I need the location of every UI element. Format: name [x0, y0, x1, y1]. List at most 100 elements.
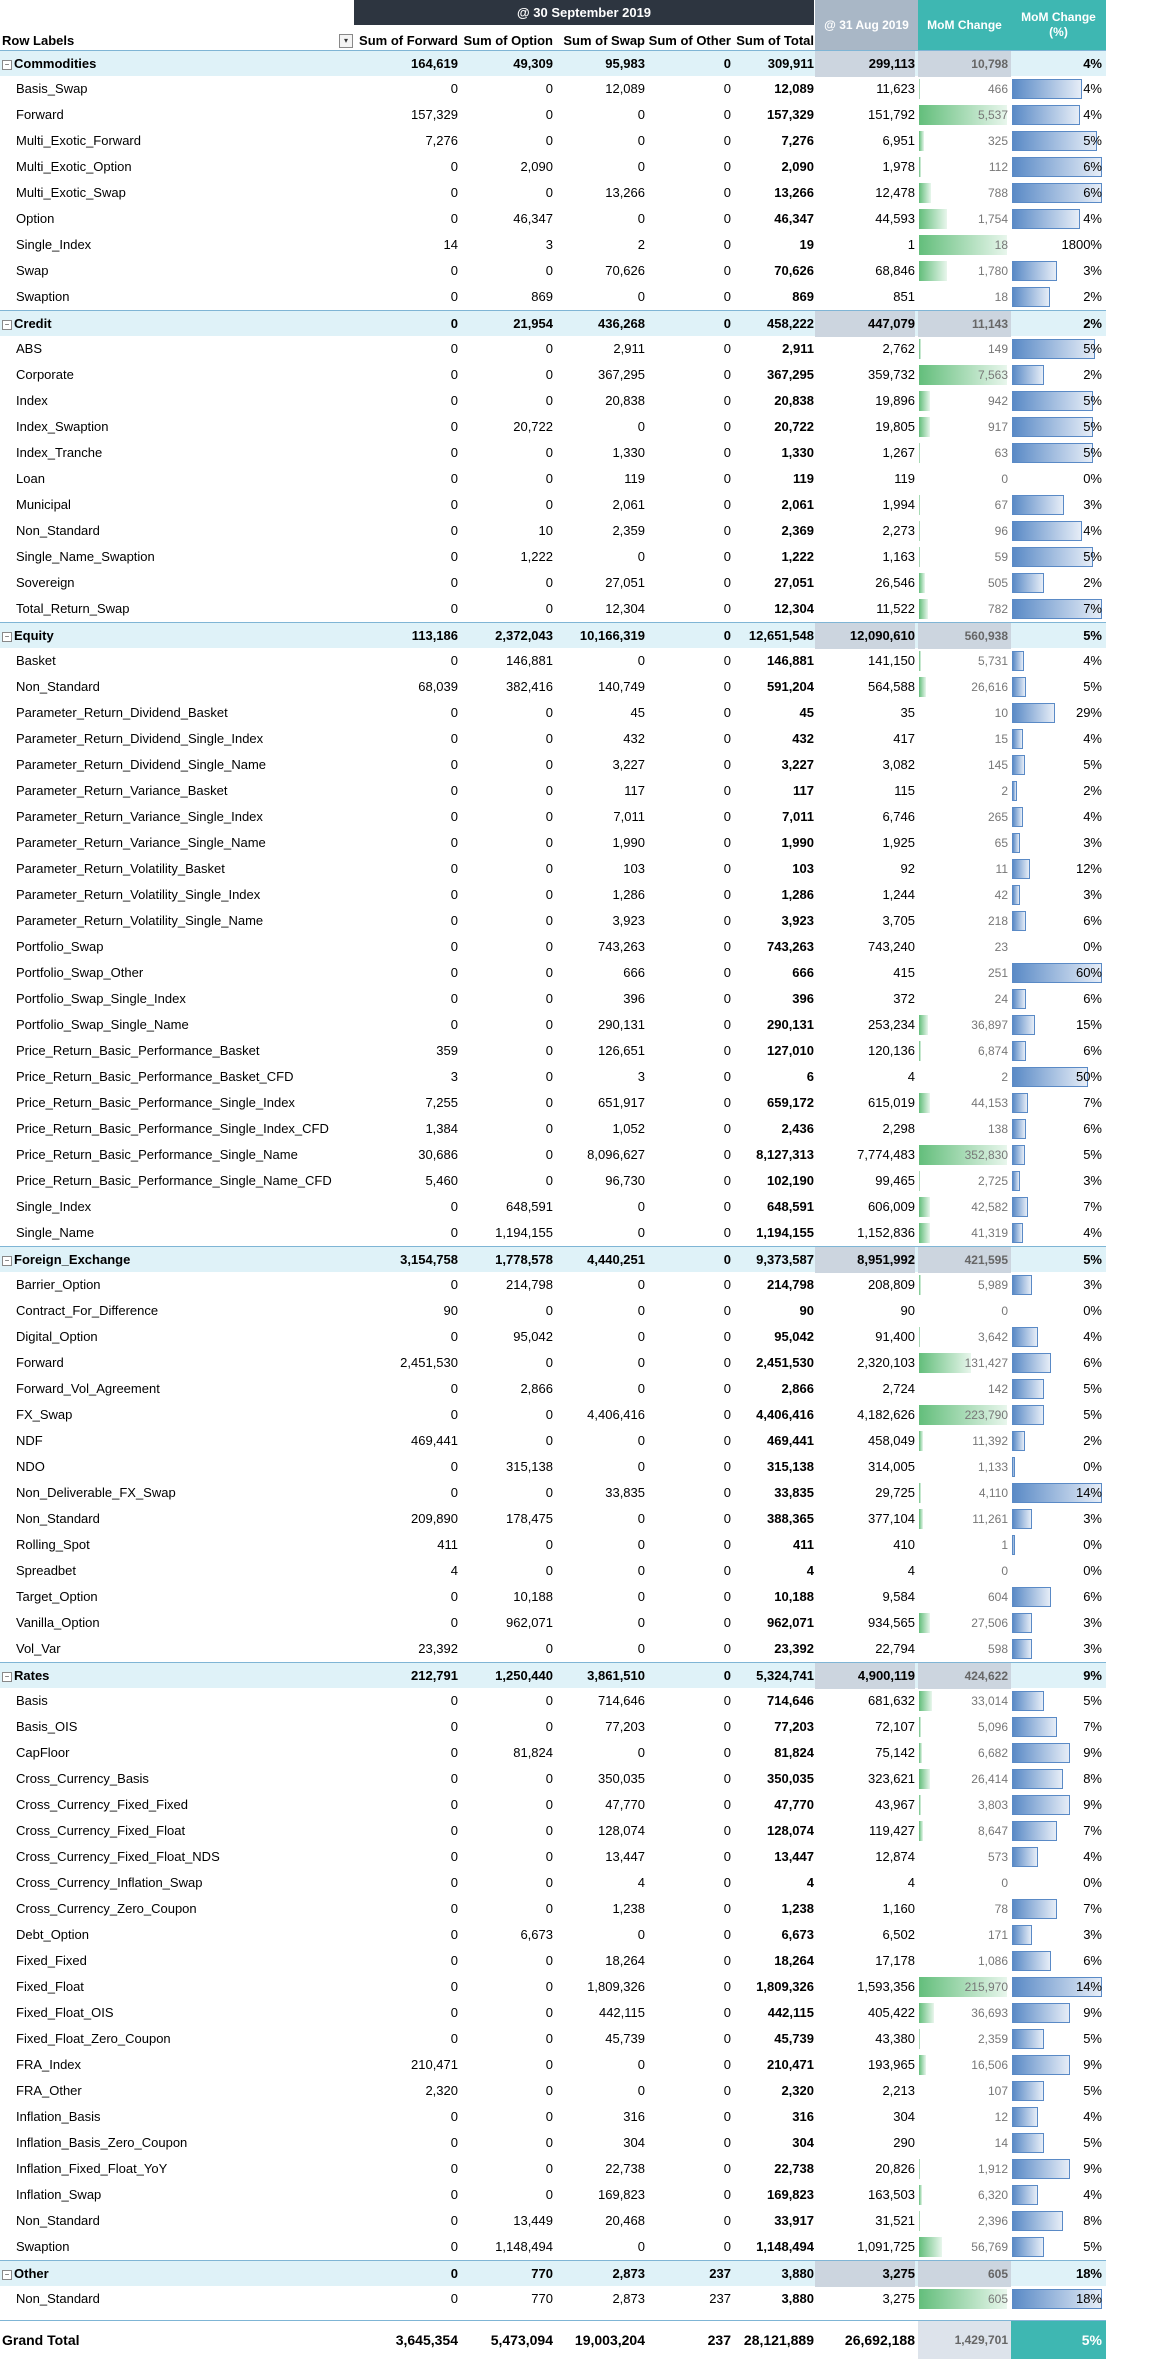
- cell-other: 0: [723, 497, 731, 512]
- cell-mom-change: 27,506: [918, 1610, 1011, 1636]
- mom-change-pct-value: 0%: [1083, 1875, 1102, 1890]
- data-bar: [1012, 1145, 1025, 1165]
- mom-change-value: 6,682: [977, 1746, 1008, 1760]
- data-bar: [1012, 391, 1093, 411]
- cell-mom-change-pct: 18%: [1011, 2261, 1106, 2287]
- data-bar: [919, 1327, 920, 1347]
- data-bar: [919, 1769, 930, 1789]
- data-bar: [1012, 287, 1050, 307]
- collapse-toggle-icon[interactable]: −: [2, 1256, 12, 1266]
- cell-prior: 2,213: [882, 2083, 915, 2098]
- cell-forward: 0: [450, 2213, 458, 2228]
- table-row: Cross_Currency_Fixed_Float 0 0 128,074 0 128,…: [0, 1818, 1106, 1844]
- cell-prior: 4: [907, 1069, 915, 1084]
- cell-forward: 0: [450, 2187, 458, 2202]
- collapse-toggle-icon[interactable]: −: [2, 632, 12, 642]
- row-label: Cross_Currency_Zero_Coupon: [16, 1901, 197, 1916]
- data-bar: [1012, 1431, 1025, 1451]
- group-row[interactable]: − Credit 0 21,954 436,268 0 458,222 447,079 11,1…: [0, 310, 1106, 337]
- cell-prior: 22,794: [875, 1641, 915, 1656]
- cell-other: 0: [723, 341, 731, 356]
- cell-mom-change-pct: 5%: [1011, 2321, 1106, 2359]
- cell-option: 0: [545, 1485, 553, 1500]
- cell-forward: 3: [450, 1069, 458, 1084]
- filter-dropdown-icon[interactable]: ▾: [339, 34, 353, 48]
- mom-change-value: 1,429,701: [954, 2333, 1008, 2347]
- group-row[interactable]: − Foreign_Exchange 3,154,758 1,778,578 4,440…: [0, 1246, 1106, 1273]
- cell-option: 0: [545, 445, 553, 460]
- cell-mom-change-pct: 0%: [1011, 934, 1106, 960]
- row-label: Forward: [16, 1355, 64, 1370]
- mom-change-value: 14: [994, 2136, 1008, 2150]
- cell-prior: 163,503: [868, 2187, 915, 2202]
- mom-change-pct-value: 9%: [1083, 1797, 1102, 1812]
- mom-change-value: 2,359: [977, 2032, 1008, 2046]
- mom-change-value: 42: [994, 888, 1008, 902]
- cell-prior: 193,965: [868, 2057, 915, 2072]
- cell-total: 13,266: [774, 185, 814, 200]
- mom-change-pct-value: 9%: [1083, 1668, 1102, 1683]
- data-bar: [1012, 1899, 1057, 1919]
- cell-mom-change-pct: 5%: [1011, 752, 1106, 778]
- mom-change-pct-value: 18%: [1075, 2291, 1102, 2306]
- cell-mom-change: 0: [918, 1870, 1011, 1896]
- cell-mom-change: 59: [918, 544, 1011, 570]
- cell-forward: 0: [450, 341, 458, 356]
- row-label: Swap: [16, 263, 49, 278]
- table-row: Non_Standard 0 13,449 20,468 0 33,917 31,521 2,…: [0, 2208, 1106, 2234]
- mom-change-value: 5,731: [977, 654, 1008, 668]
- cell-other: 0: [723, 445, 731, 460]
- cell-mom-change: 605: [918, 2261, 1011, 2287]
- cell-forward: 0: [450, 1953, 458, 1968]
- cell-forward: 0: [450, 835, 458, 850]
- cell-forward: 411: [437, 1537, 458, 1552]
- cell-other: 0: [723, 367, 731, 382]
- collapse-toggle-icon[interactable]: −: [2, 2270, 12, 2280]
- cell-total: 469,441: [767, 1433, 814, 1448]
- mom-change-value: 604: [987, 1590, 1008, 1604]
- mom-change-value: 5,989: [977, 1278, 1008, 1292]
- cell-prior: 372: [893, 991, 915, 1006]
- cell-option: 770: [531, 2266, 553, 2281]
- cell-swap: 117: [624, 783, 645, 798]
- cell-swap: 12,304: [605, 601, 645, 616]
- group-row[interactable]: − Equity 113,186 2,372,043 10,166,319 0 12,651…: [0, 622, 1106, 649]
- mom-change-value: 24: [994, 992, 1008, 1006]
- row-label: − Credit: [2, 311, 52, 337]
- data-bar: [1012, 833, 1020, 853]
- cell-mom-change: 2,359: [918, 2026, 1011, 2052]
- mom-change-value: 26,414: [971, 1772, 1008, 1786]
- row-label: − Equity: [2, 623, 54, 649]
- collapse-toggle-icon[interactable]: −: [2, 1672, 12, 1682]
- group-row[interactable]: − Commodities 164,619 49,309 95,983 0 309,911 2…: [0, 50, 1106, 77]
- cell-other: 0: [723, 705, 731, 720]
- cell-mom-change: 4,110: [918, 1480, 1011, 1506]
- cell-total: 127,010: [767, 1043, 814, 1058]
- collapse-toggle-icon[interactable]: −: [2, 60, 12, 70]
- cell-other: 0: [723, 2187, 731, 2202]
- cell-other: 237: [709, 2266, 731, 2281]
- cell-mom-change: 33,014: [918, 1688, 1011, 1714]
- cell-mom-change-pct: 7%: [1011, 1818, 1106, 1844]
- data-bar: [1012, 989, 1026, 1009]
- group-row[interactable]: − Rates 212,791 1,250,440 3,861,510 0 5,324,74…: [0, 1662, 1106, 1689]
- cell-option: 0: [545, 1537, 553, 1552]
- table-row: Option 0 46,347 0 0 46,347 44,593 1,754 4%: [0, 206, 1106, 232]
- cell-mom-change-pct: 2%: [1011, 284, 1106, 310]
- mom-change-value: 27,506: [971, 1616, 1008, 1630]
- mom-change-value: 1,086: [977, 1954, 1008, 1968]
- cell-prior: 6,746: [882, 809, 915, 824]
- cell-swap: 0: [637, 1589, 645, 1604]
- collapse-toggle-icon[interactable]: −: [2, 320, 12, 330]
- mom-change-value: 7,563: [977, 368, 1008, 382]
- cell-forward: 0: [450, 1979, 458, 1994]
- mom-change-value: 605: [987, 2292, 1008, 2306]
- cell-swap: 0: [637, 1615, 645, 1630]
- cell-forward: 0: [450, 913, 458, 928]
- cell-forward: 0: [450, 653, 458, 668]
- cell-other: 0: [723, 1641, 731, 1656]
- row-label: Index: [16, 393, 48, 408]
- cell-total: 23,392: [774, 1641, 814, 1656]
- group-row[interactable]: − Other 0 770 2,873 237 3,880 3,275 605 18%: [0, 2260, 1106, 2287]
- cell-mom-change: 107: [918, 2078, 1011, 2104]
